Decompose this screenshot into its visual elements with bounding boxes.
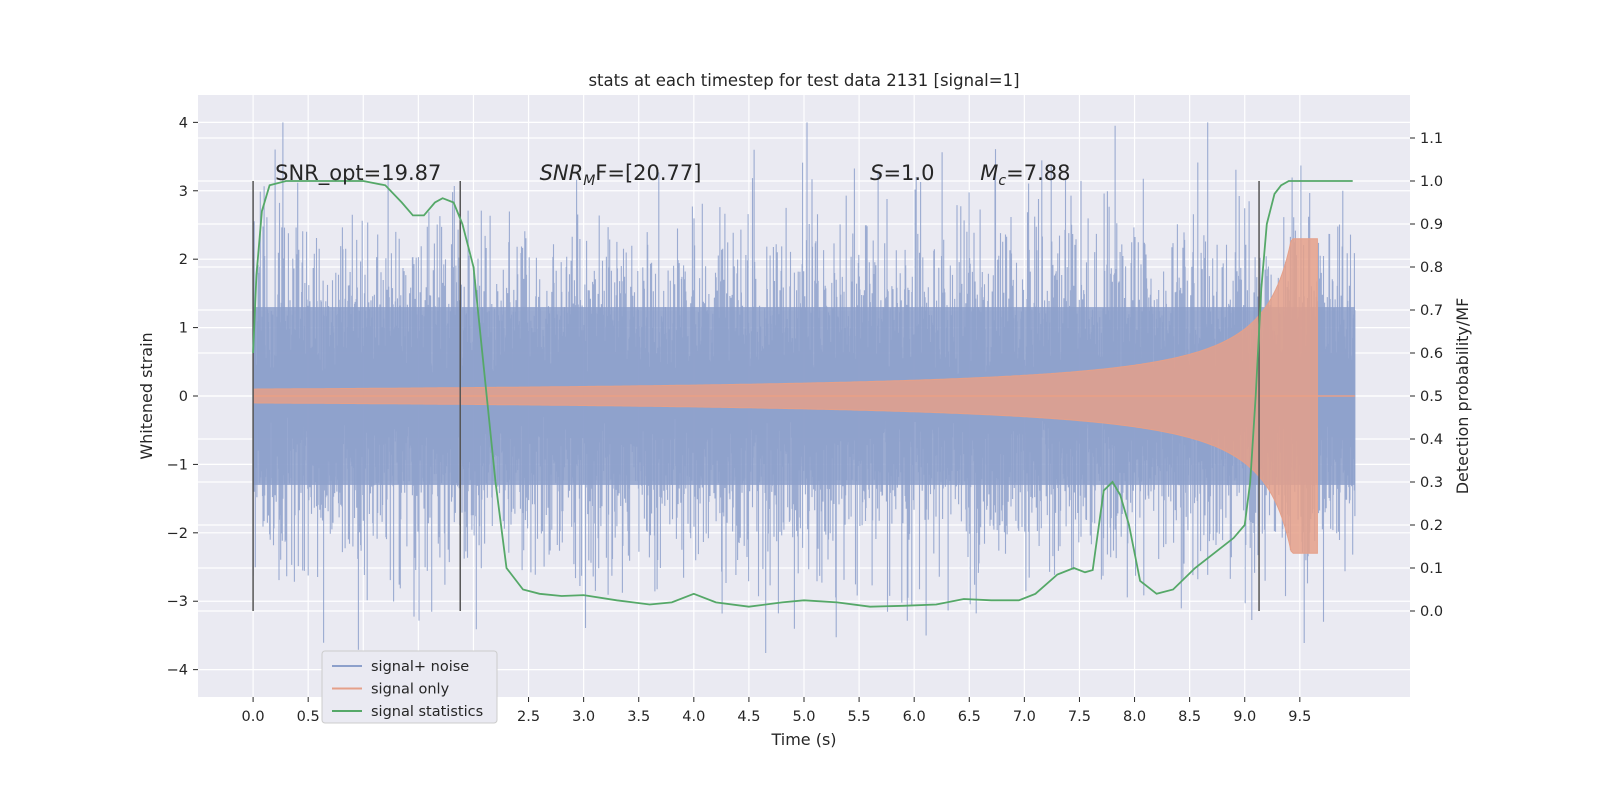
- y-axis-label-right: Detection probability/MF: [1453, 298, 1472, 495]
- y-right-tick-label: 0.1: [1420, 561, 1443, 577]
- annotation-symbol: M: [980, 161, 998, 185]
- y-right-tick-label: 0.8: [1420, 260, 1443, 276]
- y-right-tick-label: 1.0: [1420, 174, 1443, 190]
- series-signal-statistics: [252, 180, 1353, 608]
- signal-statistics-line: [252, 180, 1353, 608]
- y-right-tick-label: 0.3: [1420, 475, 1443, 491]
- annotation: Mc=7.88: [980, 161, 1070, 189]
- y-right-tick-labels: 0.0 0.1 0.2 0.3 0.4 0.5 0.6 0.7 0.8 0.9 1.0 1.1: [1410, 131, 1443, 620]
- vertical-markers: [252, 181, 1260, 611]
- x-tick-label: 4.5: [737, 709, 760, 725]
- x-tick-label: 6.5: [958, 709, 981, 725]
- x-tick-label: 0.5: [297, 709, 320, 725]
- x-tick-label: 7.0: [1013, 709, 1036, 725]
- y-left-tick-label: 1: [179, 321, 188, 337]
- x-tick-label: 4.0: [682, 709, 705, 725]
- annotation-symbol: S: [870, 161, 883, 185]
- y-right-tick-label: 0.9: [1420, 217, 1443, 233]
- legend-label: signal only: [371, 682, 450, 698]
- legend-box: [321, 650, 498, 724]
- annotations: SNR_opt=19.87 SNRMF=[20.77] S=1.0 Mc=7.88: [275, 161, 1070, 189]
- x-tick-label: 8.0: [1123, 709, 1146, 725]
- annotation-value: =7.88: [1006, 161, 1070, 185]
- y-right-tick-label: 1.1: [1420, 131, 1443, 147]
- y-left-tick-label: −4: [167, 663, 188, 679]
- y-right-tick-label: 0.6: [1420, 346, 1443, 362]
- y-left-tick-labels: −4 −3 −2 −1 0 1 2 3 4: [167, 115, 198, 679]
- annotation-value: F=[20.77]: [595, 161, 701, 185]
- y-left-tick-label: 4: [179, 115, 188, 131]
- x-tick-label: 5.5: [848, 709, 871, 725]
- annotation-symbol: SNR: [540, 161, 584, 185]
- y-left-tick-label: −2: [167, 526, 188, 542]
- x-tick-label: 3.5: [627, 709, 650, 725]
- y-right-tick-label: 0.7: [1420, 303, 1443, 319]
- x-tick-label: 2.5: [517, 709, 540, 725]
- y-axis-label-left: Whitened strain: [137, 332, 156, 459]
- x-tick-label: 6.0: [903, 709, 926, 725]
- y-right-tick-label: 0.0: [1420, 604, 1443, 620]
- x-tick-label: 3.0: [572, 709, 595, 725]
- y-left-tick-label: 0: [179, 389, 188, 405]
- x-tick-label: 7.5: [1068, 709, 1091, 725]
- legend-label: signal+ noise: [371, 659, 469, 675]
- y-right-tick-label: 0.2: [1420, 518, 1443, 534]
- legend-label: signal statistics: [371, 704, 483, 720]
- y-left-tick-label: 3: [179, 184, 188, 200]
- y-right-tick-label: 0.4: [1420, 432, 1443, 448]
- x-tick-label: 9.5: [1288, 709, 1311, 725]
- annotation: SNRMF=[20.77]: [540, 161, 702, 189]
- series-signal-only: [252, 238, 1355, 554]
- y-left-tick-label: 2: [179, 252, 188, 268]
- annotation-subscript: c: [998, 173, 1006, 189]
- annotation-value: =1.0: [883, 161, 934, 185]
- annotation: S=1.0: [870, 161, 934, 185]
- legend: signal+ noise signal only signal statistic…: [321, 650, 498, 724]
- y-left-tick-label: −1: [167, 457, 188, 473]
- y-right-tick-label: 0.5: [1420, 389, 1443, 405]
- x-axis-label: Time (s): [770, 730, 836, 749]
- annotation-subscript: M: [583, 173, 595, 189]
- chart-title: stats at each timestep for test data 213…: [588, 71, 1019, 90]
- y-left-tick-label: −3: [167, 594, 188, 610]
- x-tick-label: 5.0: [792, 709, 815, 725]
- x-tick-label: 8.5: [1178, 709, 1201, 725]
- annotation: SNR_opt=19.87: [275, 161, 441, 186]
- x-tick-label: 0.0: [242, 709, 265, 725]
- x-tick-label: 9.0: [1233, 709, 1256, 725]
